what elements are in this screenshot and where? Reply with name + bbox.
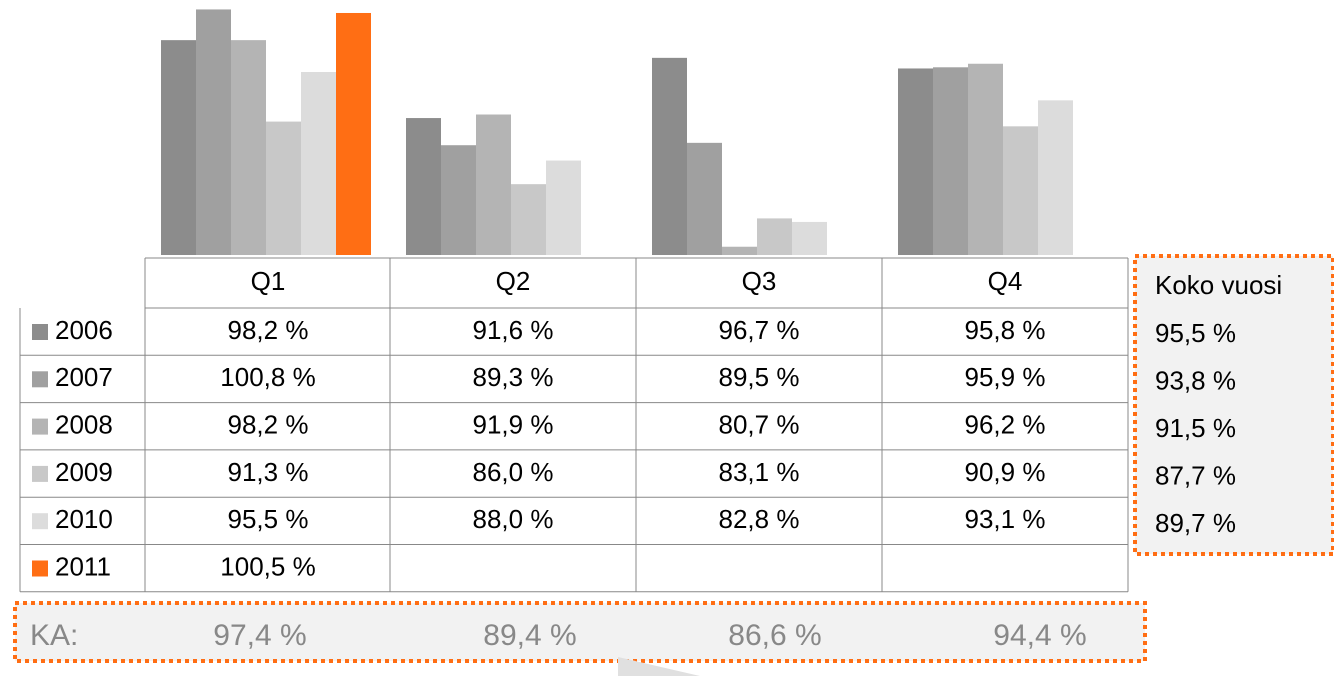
average-value: 94,4 % bbox=[993, 619, 1086, 652]
average-label: KA: bbox=[30, 619, 78, 652]
bar bbox=[476, 114, 511, 255]
cell-value: 82,8 % bbox=[719, 504, 800, 534]
bar bbox=[1038, 100, 1073, 255]
cell-value: 95,9 % bbox=[965, 362, 1046, 392]
bar bbox=[898, 68, 933, 255]
bar bbox=[652, 57, 687, 255]
cell-value: 91,9 % bbox=[473, 409, 554, 439]
legend-swatch bbox=[32, 324, 48, 340]
legend-label: 2008 bbox=[55, 409, 113, 439]
bar bbox=[687, 142, 722, 255]
callout-tail bbox=[618, 657, 700, 676]
column-header: Q2 bbox=[496, 266, 531, 296]
bar bbox=[266, 121, 301, 255]
cell-value: 96,2 % bbox=[965, 409, 1046, 439]
legend-swatch bbox=[32, 513, 48, 530]
cell-value: 91,3 % bbox=[228, 457, 309, 487]
cell-value: 95,8 % bbox=[965, 315, 1046, 345]
bar bbox=[441, 145, 476, 255]
legend-swatch bbox=[32, 371, 48, 388]
cell-value: 98,2 % bbox=[228, 315, 309, 345]
annual-value: 93,8 % bbox=[1155, 365, 1236, 395]
legend-label: 2009 bbox=[55, 457, 113, 487]
cell-value: 98,2 % bbox=[228, 409, 309, 439]
bar bbox=[933, 67, 968, 256]
legend-swatch bbox=[32, 465, 48, 482]
bar bbox=[546, 160, 581, 255]
cell-value: 91,6 % bbox=[473, 315, 554, 345]
column-header: Q1 bbox=[251, 266, 286, 296]
cell-value: 100,5 % bbox=[220, 551, 315, 581]
annual-value: 95,5 % bbox=[1155, 318, 1236, 348]
column-header: Q4 bbox=[988, 266, 1023, 296]
bar bbox=[231, 40, 266, 256]
legend-swatch bbox=[32, 560, 48, 577]
legend-label: 2010 bbox=[55, 504, 113, 534]
cell-value: 95,5 % bbox=[228, 504, 309, 534]
cell-value: 88,0 % bbox=[473, 504, 554, 534]
bar bbox=[196, 9, 231, 256]
cell-value: 89,3 % bbox=[473, 362, 554, 392]
cell-value: 90,9 % bbox=[965, 457, 1046, 487]
bar bbox=[722, 246, 757, 255]
cell-value: 96,7 % bbox=[719, 315, 800, 345]
annual-box bbox=[1133, 254, 1334, 556]
cell-value: 100,8 % bbox=[220, 362, 315, 392]
bar bbox=[301, 72, 336, 255]
column-header: Q3 bbox=[742, 266, 777, 296]
annual-value: 87,7 % bbox=[1155, 460, 1236, 490]
legend-swatch bbox=[32, 418, 48, 435]
cell-value: 83,1 % bbox=[719, 457, 800, 487]
bar bbox=[757, 218, 792, 255]
bar bbox=[1003, 126, 1038, 255]
bar bbox=[406, 118, 441, 255]
bar bbox=[511, 184, 546, 255]
annual-value: 89,7 % bbox=[1155, 508, 1236, 538]
cell-value: 93,1 % bbox=[965, 504, 1046, 534]
cell-value: 89,5 % bbox=[719, 362, 800, 392]
legend-label: 2006 bbox=[55, 315, 113, 345]
bar bbox=[968, 63, 1003, 255]
bar bbox=[792, 221, 827, 255]
average-value: 89,4 % bbox=[483, 619, 576, 652]
average-value: 97,4 % bbox=[213, 619, 306, 652]
bar bbox=[161, 40, 196, 256]
bar bbox=[336, 12, 371, 255]
average-value: 86,6 % bbox=[728, 619, 821, 652]
annual-value: 91,5 % bbox=[1155, 413, 1236, 443]
annual-title: Koko vuosi bbox=[1155, 270, 1282, 300]
cell-value: 86,0 % bbox=[473, 457, 554, 487]
legend-label: 2011 bbox=[55, 551, 111, 581]
cell-value: 80,7 % bbox=[719, 409, 800, 439]
legend-label: 2007 bbox=[55, 362, 113, 392]
average-box bbox=[13, 601, 1147, 663]
